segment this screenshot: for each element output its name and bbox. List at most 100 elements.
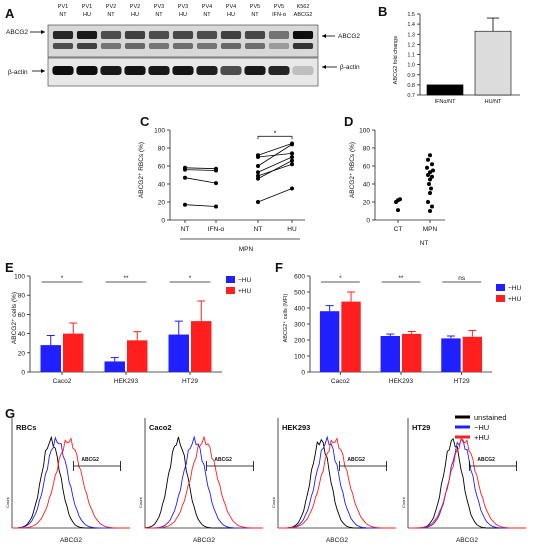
panel-b-chart: 0.7 0.8 0.9 1.0 1.1 1.2 1.3 1.4 1.5 IFNα/NT HU/NT xyxy=(407,12,520,105)
pair-line xyxy=(257,153,293,158)
histogram-xlabel: ABCG2 xyxy=(60,537,82,544)
actin-band xyxy=(76,66,98,75)
y-tick-label: 1.3 xyxy=(407,32,415,38)
gate-label: ABCG2 xyxy=(81,457,99,463)
x-tick-label: CT xyxy=(394,226,403,233)
x-tick-label: MPN xyxy=(423,226,438,233)
abcg2-band-lower xyxy=(292,43,314,49)
x-tick-label: Caco2 xyxy=(331,378,350,385)
data-point xyxy=(214,181,218,186)
actin-band xyxy=(220,66,242,75)
legend-neg-hu-label: −HU xyxy=(474,423,489,432)
histogram-curve xyxy=(12,437,130,529)
sig-label: * xyxy=(61,275,64,282)
histogram-xlabel: ABCG2 xyxy=(326,537,348,544)
panel-f: F ABCG2⁺ cells (MFI) 0 100 200 300 400 500 600… xyxy=(275,260,521,385)
legend-pos-hu-label: +HU xyxy=(238,288,251,295)
y-tick-label: 0.8 xyxy=(407,83,415,89)
pair-line xyxy=(257,163,293,177)
panel-f-legend: −HU +HU xyxy=(496,284,521,303)
legend-unstained-label: unstained xyxy=(474,413,507,422)
data-point xyxy=(430,204,434,209)
histogram-plot: RBCs ABCG2 Count ABCG2 xyxy=(5,418,130,544)
abcg2-band-lower xyxy=(196,43,218,49)
panel-c: C ABCG2⁺ RBCs (%) 0 20 40 60 80 100 NT IFN-α NT H… xyxy=(138,114,305,253)
histogram-curve xyxy=(408,439,526,529)
panel-d: D ABCG2⁺ RBCs (%) 0 20 40 60 80 100 CT MPN NT xyxy=(344,114,445,247)
pair-line xyxy=(184,167,217,170)
y-tick-label: 100 xyxy=(294,354,305,361)
actin-band xyxy=(292,66,314,75)
y-tick-label: 40 xyxy=(18,331,26,338)
abcg2-band xyxy=(268,31,290,39)
actin-band xyxy=(172,66,194,75)
panel-g: G RBCs ABCG2 Count ABCG2 Caco2 ABCG2 Count ABCG… xyxy=(5,406,526,544)
bar xyxy=(380,336,400,372)
panel-b-letter: B xyxy=(378,4,387,19)
abcg2-bands xyxy=(52,31,314,49)
panel-b-ylabel: ABCG2 fold change xyxy=(393,36,399,85)
y-tick-label: 0.7 xyxy=(407,93,415,99)
abcg2-band xyxy=(100,31,122,39)
histogram-ylabel: Count xyxy=(271,496,276,508)
y-tick-label: 20 xyxy=(363,200,371,207)
histogram-plot: Caco2 ABCG2 Count ABCG2 xyxy=(138,418,263,544)
data-point xyxy=(256,170,260,175)
lane-label-top: PV4 xyxy=(226,4,236,10)
histogram-curve xyxy=(11,436,130,529)
legend-neg-hu-swatch xyxy=(496,284,505,291)
data-point xyxy=(426,173,430,177)
panel-a-letter: A xyxy=(5,6,15,21)
x-tick-label: NT xyxy=(181,226,190,233)
bar xyxy=(168,334,189,372)
data-point xyxy=(290,141,294,146)
blot-lane-labels: PV1 NT PV1 HU PV2 NT PV2 HU PV3 NT PV3 HU PV4 NT PV4 HU… xyxy=(58,4,313,18)
y-tick-label: 40 xyxy=(363,182,371,189)
data-point xyxy=(428,153,432,158)
lane-label-top: PV2 xyxy=(130,4,140,10)
lane-label-bottom: NT xyxy=(107,12,115,18)
panel-e-letter: E xyxy=(5,260,14,275)
abcg2-band-lower xyxy=(52,43,74,49)
bar xyxy=(474,30,512,96)
actin-band xyxy=(244,66,266,75)
pair-line xyxy=(257,160,293,179)
actin-band xyxy=(52,66,74,75)
lane-label-top: PV3 xyxy=(154,4,164,10)
data-point xyxy=(396,198,400,203)
y-tick-label: 500 xyxy=(294,290,305,297)
panel-f-chart: 0 100 200 300 400 500 600 Caco2 * HEK293 ** HT29 ns xyxy=(294,274,492,385)
pair-line xyxy=(257,156,293,173)
data-point xyxy=(183,202,187,207)
lane-label-bottom: NT xyxy=(203,12,211,18)
data-point xyxy=(426,200,430,204)
abcg2-left-arrowhead-icon xyxy=(41,30,45,34)
panel-c-group-label: MPN xyxy=(239,246,254,253)
y-tick-label: 0 xyxy=(21,370,25,377)
panel-d-ylabel: ABCG2⁺ RBCs (%) xyxy=(349,142,356,198)
x-tick-label: NT xyxy=(254,226,263,233)
panel-g-legend: unstained −HU +HU xyxy=(455,413,507,442)
legend-pos-hu-label: +HU xyxy=(508,296,521,303)
lane-label-top: PV5 xyxy=(274,4,284,10)
histogram-curve xyxy=(145,435,263,529)
bar xyxy=(441,338,461,372)
abcg2-left-label: ABCG2 xyxy=(6,29,28,36)
panel-c-chart: 0 20 40 60 80 100 NT IFN-α NT HU * xyxy=(154,128,305,240)
data-point xyxy=(428,191,432,195)
panel-c-ylabel: ABCG2⁺ RBCs (%) xyxy=(138,142,145,198)
data-point xyxy=(290,186,294,191)
histogram-title: HEK293 xyxy=(282,423,310,432)
lane-label-bottom: NT xyxy=(59,12,67,18)
actin-left-arrowhead-icon xyxy=(41,69,45,73)
bar xyxy=(40,345,61,372)
x-tick-label: IFN-α xyxy=(208,226,225,233)
legend-neg-hu-label: −HU xyxy=(508,285,521,292)
histogram-curve xyxy=(12,435,130,529)
abcg2-band-lower xyxy=(76,43,98,49)
lane-label-top: PV1 xyxy=(82,4,92,10)
abcg2-right-arrowhead-icon xyxy=(322,34,326,38)
y-tick-label: 20 xyxy=(18,350,26,357)
lane-label-bottom: HU xyxy=(131,12,139,18)
abcg2-band xyxy=(148,31,170,39)
